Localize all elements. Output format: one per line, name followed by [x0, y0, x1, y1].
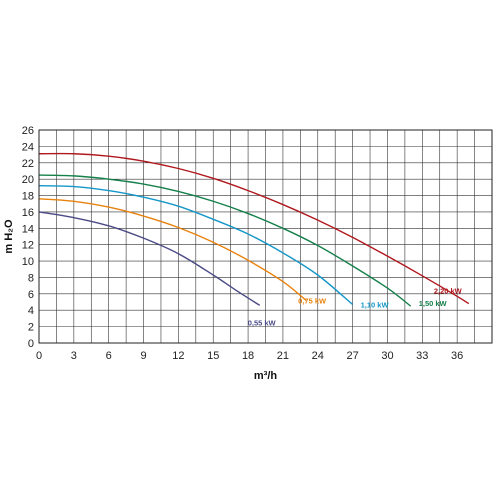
series-labels: 0,55 kW 0,75 kW 1,10 kW 1,50 kW 2,20 kW	[248, 287, 463, 328]
y-tick-label: 16	[22, 207, 34, 219]
x-tick-label: 18	[242, 350, 254, 362]
x-tick-label: 3	[71, 350, 77, 362]
series-label-2-20-kw: 2,20 kW	[434, 287, 463, 296]
curve-0-55-kw	[38, 211, 261, 306]
y-tick-label: 24	[22, 141, 34, 153]
series-curves	[38, 152, 470, 307]
series-label-0-75-kw: 0,75 kW	[298, 296, 327, 305]
y-tick-label: 6	[28, 289, 34, 301]
series-label-1-50-kw: 1,50 kW	[419, 299, 448, 308]
x-tick-label: 12	[172, 350, 184, 362]
x-tick-label: 30	[381, 350, 393, 362]
x-tick-label: 15	[207, 350, 219, 362]
y-tick-label: 18	[22, 191, 34, 203]
y-tick-label: 4	[28, 305, 34, 317]
curve-1-50-kw	[38, 174, 412, 307]
y-tick-label: 12	[22, 240, 34, 252]
y-tick-label: 0	[28, 338, 34, 350]
y-tick-label: 8	[28, 272, 34, 284]
x-tick-label: 21	[277, 350, 289, 362]
y-tick-label: 14	[22, 223, 34, 235]
series-label-1-10-kw: 1,10 kW	[361, 300, 390, 309]
x-tick-label: 27	[346, 350, 358, 362]
y-tick-label: 10	[22, 256, 34, 268]
x-tick-label: 24	[312, 350, 324, 362]
curve-2-20-kw	[38, 152, 470, 305]
y-tick-label: 2	[28, 322, 34, 334]
series-label-0-55-kw: 0,55 kW	[248, 318, 277, 327]
x-tick-label: 33	[416, 350, 428, 362]
y-tick-label: 22	[22, 158, 34, 170]
plot-frame	[38, 129, 493, 344]
x-axis-label: m³/h	[254, 370, 278, 382]
x-axis-ticks: 0 3 6 9 12 15 18 21 24 27 30 33 36	[36, 350, 463, 362]
curve-1-10-kw	[38, 185, 354, 306]
y-axis-label: m H₂O	[3, 219, 15, 254]
curve-0-75-kw	[38, 198, 307, 301]
x-tick-label: 0	[36, 350, 42, 362]
x-tick-label: 6	[106, 350, 112, 362]
y-tick-label: 26	[22, 125, 34, 137]
x-tick-label: 36	[451, 350, 463, 362]
x-tick-label: 9	[140, 350, 146, 362]
grid	[38, 129, 493, 344]
y-tick-label: 20	[22, 174, 34, 186]
